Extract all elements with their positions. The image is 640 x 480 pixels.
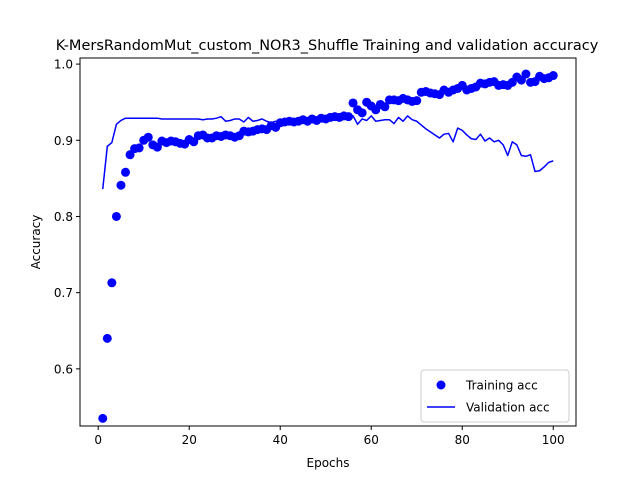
chart-title: K-MersRandomMut_custom_NOR3_Shuffle Trai… [56, 38, 599, 54]
training-point [380, 102, 390, 112]
x-axis-ticks: 0 20 40 60 80 100 [94, 426, 565, 447]
training-point [343, 112, 353, 122]
training-point [111, 211, 121, 221]
x-axis-label: Epochs [307, 456, 350, 470]
training-point [348, 98, 358, 108]
training-point [98, 413, 108, 423]
y-tick-label: 0.9 [54, 134, 73, 148]
legend-box [420, 369, 570, 423]
training-point [143, 132, 153, 142]
x-tick-label: 100 [542, 433, 565, 447]
training-point [357, 108, 367, 118]
series-layer [98, 69, 558, 423]
y-tick-label: 0.6 [54, 362, 73, 376]
x-tick-label: 0 [94, 433, 102, 447]
y-tick-label: 0.8 [54, 210, 73, 224]
legend: Training acc Validation acc [420, 369, 570, 423]
legend-label-validation: Validation acc [466, 401, 550, 415]
y-tick-label: 1.0 [54, 58, 73, 72]
training-point [116, 180, 126, 190]
y-tick-label: 0.7 [54, 286, 73, 300]
x-tick-label: 60 [364, 433, 379, 447]
axes-frame [79, 57, 577, 427]
x-tick-label: 80 [455, 433, 470, 447]
training-point [521, 69, 531, 79]
training-point [548, 71, 558, 81]
training-point [134, 143, 144, 153]
training-point [412, 96, 422, 106]
training-point [102, 333, 112, 343]
training-point [121, 167, 130, 177]
legend-marker-training [436, 380, 446, 390]
x-tick-label: 40 [273, 433, 288, 447]
training-point [107, 278, 117, 288]
y-axis-ticks: 0.6 0.7 0.8 0.9 1.0 [54, 58, 80, 376]
y-axis-label: Accuracy [29, 215, 43, 270]
x-tick-label: 20 [182, 433, 197, 447]
legend-label-training: Training acc [465, 379, 538, 393]
